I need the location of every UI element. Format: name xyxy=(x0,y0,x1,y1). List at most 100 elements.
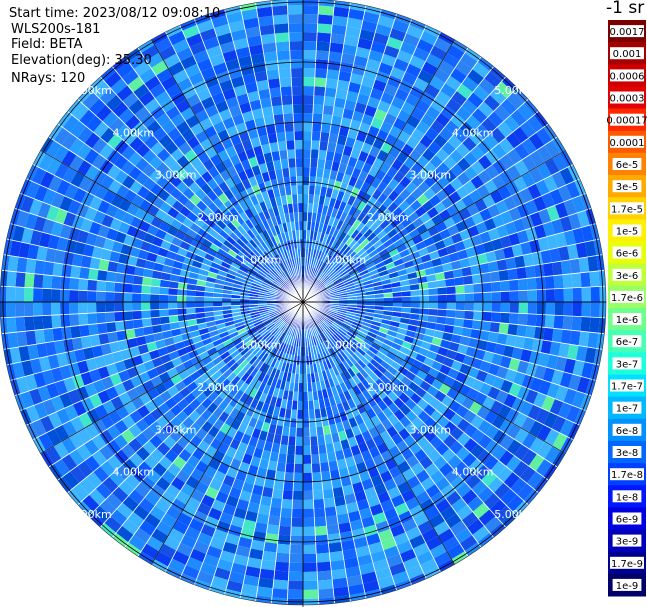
colorbar-tick-label: 1e-6 xyxy=(616,315,639,326)
range-gate-cell xyxy=(176,469,191,484)
range-gate-cell xyxy=(496,224,509,238)
range-gate-cell xyxy=(52,327,63,342)
ray-line xyxy=(302,0,336,303)
range-gate-cell xyxy=(319,186,328,197)
range-gate-cell xyxy=(291,77,303,87)
ray-line xyxy=(302,301,482,548)
range-gate-cell xyxy=(392,570,410,585)
range-gate-cell xyxy=(471,108,488,124)
range-gate-cell xyxy=(286,240,292,250)
range-gate-cell xyxy=(529,167,544,184)
range-gate-cell xyxy=(226,221,237,232)
range-gate-cell xyxy=(280,86,293,97)
range-gate-cell xyxy=(91,450,108,467)
range-gate-cell xyxy=(263,542,278,553)
range-gate-cell xyxy=(353,55,369,68)
range-gate-cell xyxy=(135,432,150,447)
range-gate-cell xyxy=(295,427,303,437)
range-gate-cell xyxy=(189,548,207,563)
range-gate-cell xyxy=(328,358,336,368)
range-gate-cell xyxy=(146,120,162,135)
range-gate-cell xyxy=(241,313,251,319)
ray-line xyxy=(302,269,605,303)
range-gate-cell xyxy=(516,324,527,338)
ray-line xyxy=(302,301,574,440)
range-gate-cell xyxy=(443,270,455,280)
range-gate-cell xyxy=(219,331,229,339)
range-gate-cell xyxy=(326,451,337,462)
range-gate-cell xyxy=(319,462,330,473)
range-gate-cell xyxy=(278,407,287,418)
range-gate-cell xyxy=(217,462,230,475)
range-gate-cell xyxy=(346,17,363,30)
range-gate-cell xyxy=(123,283,133,294)
range-gate-cell xyxy=(313,86,326,97)
range-gate-cell xyxy=(254,322,264,329)
range-gate-cell xyxy=(581,286,591,302)
range-gate-cell xyxy=(240,371,251,383)
range-gate-cell xyxy=(392,296,402,302)
range-gate-cell xyxy=(206,45,223,59)
range-gate-cell xyxy=(269,270,278,278)
range-gate-cell xyxy=(270,497,283,508)
range-gate-cell xyxy=(276,341,283,351)
range-gate-cell xyxy=(155,112,171,128)
range-gate-cell xyxy=(250,288,260,293)
range-gate-cell xyxy=(264,333,273,343)
range-gate-cell xyxy=(371,200,383,212)
range-gate-cell xyxy=(328,236,336,246)
range-gate-cell xyxy=(189,370,202,382)
range-ring-label: 3.00km xyxy=(155,169,197,182)
range-gate-cell xyxy=(143,232,155,244)
range-gate-cell xyxy=(433,551,452,567)
range-gate-cell xyxy=(342,275,352,282)
range-gate-cell xyxy=(571,316,582,332)
range-gate-cell xyxy=(361,203,372,215)
range-gate-cell xyxy=(133,527,151,544)
range-gate-cell xyxy=(76,444,92,461)
range-gate-cell xyxy=(375,351,386,361)
range-gate-cell xyxy=(474,198,488,213)
range-gate-cell xyxy=(361,321,372,328)
range-gate-cell xyxy=(138,90,155,107)
range-gate-cell xyxy=(392,117,407,131)
range-gate-cell xyxy=(233,279,244,286)
range-gate-cell xyxy=(178,223,190,235)
range-gate-cell xyxy=(334,263,344,272)
range-gate-cell xyxy=(303,59,316,69)
range-gate-cell xyxy=(406,565,424,580)
ray-line xyxy=(14,301,304,396)
range-gate-cell xyxy=(182,404,195,417)
range-gate-cell xyxy=(206,190,218,202)
range-gate-cell xyxy=(354,102,367,114)
range-gate-cell xyxy=(445,513,462,529)
range-gate-cell xyxy=(533,195,547,212)
range-gate-cell xyxy=(335,314,345,321)
range-gate-cell xyxy=(122,212,135,226)
range-gate-cell xyxy=(271,315,281,322)
range-gate-cell xyxy=(317,435,326,446)
colorbar-label-bg xyxy=(612,335,642,348)
range-gate-cell xyxy=(504,368,517,383)
range-gate-cell xyxy=(108,410,122,425)
range-gate-cell xyxy=(359,562,376,575)
range-gate-cell xyxy=(471,480,488,496)
range-gate-cell xyxy=(514,159,529,176)
range-gate-cell xyxy=(511,243,524,258)
range-gate-cell xyxy=(490,127,506,144)
range-gate-cell xyxy=(323,277,331,285)
range-gate-cell xyxy=(357,359,367,369)
range-gate-cell xyxy=(268,310,278,315)
range-gate-cell xyxy=(495,505,513,523)
range-gate-cell xyxy=(350,364,360,375)
range-gate-cell xyxy=(383,297,393,302)
range-gate-cell xyxy=(335,229,344,240)
range-gate-cell xyxy=(272,14,289,25)
range-gate-cell xyxy=(193,233,205,244)
range-gate-cell xyxy=(476,339,488,351)
range-gate-cell xyxy=(491,238,503,251)
range-gate-cell xyxy=(303,553,317,563)
range-gate-cell xyxy=(345,346,354,356)
range-gate-cell xyxy=(399,176,412,189)
range-gate-cell xyxy=(312,390,319,401)
